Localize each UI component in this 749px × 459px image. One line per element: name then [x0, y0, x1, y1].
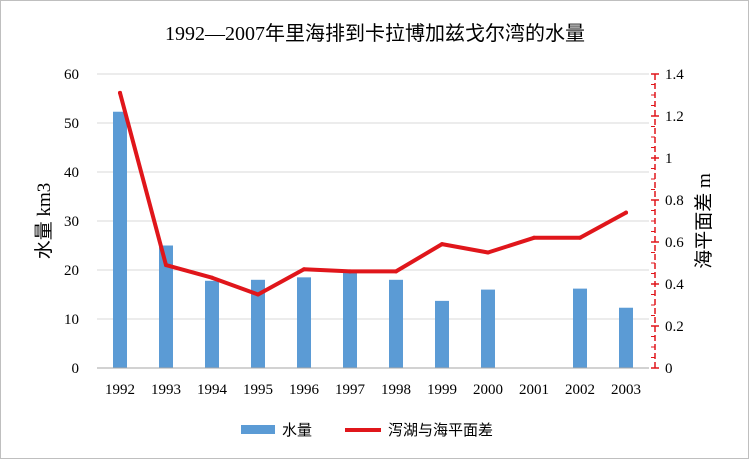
- line-point-2002: [578, 235, 582, 240]
- legend-label-bar: 水量: [282, 421, 312, 439]
- x-tick-label: 2001: [519, 382, 549, 398]
- x-tick-label: 1994: [197, 382, 228, 398]
- y-right-tick-label: 1: [665, 151, 673, 167]
- line-point-1995: [256, 292, 260, 297]
- line-point-1992: [118, 90, 122, 95]
- y-right-tick-label: 0.2: [665, 319, 684, 335]
- line-point-1999: [440, 242, 444, 247]
- bar-1995: [251, 279, 265, 368]
- axes: [97, 73, 659, 369]
- bar-1996: [297, 277, 311, 368]
- bar-1998: [389, 279, 403, 368]
- y-axis-right-label: 海平面差 m: [693, 173, 715, 269]
- line-point-1994: [210, 275, 214, 280]
- legend-swatch-bar: [241, 425, 275, 434]
- x-tick-label: 2000: [473, 382, 503, 398]
- x-tick-label: 1998: [381, 382, 411, 398]
- x-tick-label: 1992: [105, 382, 135, 398]
- line-point-2000: [486, 250, 490, 255]
- line-point-1998: [394, 269, 398, 274]
- line-point-2001: [532, 235, 536, 240]
- bar-1994: [205, 280, 219, 368]
- x-tick-label: 1999: [427, 382, 457, 398]
- bar-2000: [481, 289, 495, 368]
- y-left-tick-label: 20: [64, 263, 79, 279]
- y-axis-left-label: 水量 km3: [33, 183, 55, 260]
- bar-1992: [113, 111, 127, 368]
- bar-1997: [343, 271, 357, 368]
- x-tick-label: 1997: [335, 382, 366, 398]
- chart-title: 1992—2007年里海排到卡拉博加兹戈尔湾的水量: [165, 22, 585, 45]
- y-right-tick-label: 0: [665, 361, 673, 377]
- bar-1993: [159, 245, 173, 368]
- y-left-tick-label: 0: [72, 361, 80, 377]
- y-right-tick-label: 0.4: [665, 277, 684, 293]
- y-right-tick-label: 0.8: [665, 193, 684, 209]
- x-tick-label: 1996: [289, 382, 320, 398]
- bar-2002: [573, 288, 587, 368]
- line-point-1996: [302, 267, 306, 272]
- line-point-1997: [348, 269, 352, 274]
- legend-label-line: 泻湖与海平面差: [388, 421, 493, 439]
- y-right-tick-label: 1.2: [665, 109, 684, 125]
- y-right-tick-label: 1.4: [665, 67, 684, 83]
- y-left-tick-label: 50: [64, 116, 79, 132]
- x-tick-label: 2002: [565, 382, 595, 398]
- y-left-tick-label: 10: [64, 312, 79, 328]
- line-point-2003: [624, 210, 628, 215]
- bar-1999: [435, 300, 449, 368]
- line-series: [118, 90, 628, 297]
- x-tick-label: 1995: [243, 382, 273, 398]
- bar-series: [113, 111, 633, 368]
- y-left-tick-label: 40: [64, 165, 79, 181]
- y-left-tick-label: 30: [64, 214, 79, 230]
- x-tick-label: 2003: [611, 382, 641, 398]
- legend: 水量 泻湖与海平面差: [241, 421, 493, 439]
- y-left-tick-label: 60: [64, 67, 79, 83]
- y-right-tick-label: 0.6: [665, 235, 684, 251]
- line-sea-level-difference: [118, 90, 628, 297]
- bar-2003: [619, 307, 633, 368]
- x-tick-label: 1993: [151, 382, 181, 398]
- line-point-1993: [164, 263, 168, 268]
- gridlines: [97, 73, 649, 320]
